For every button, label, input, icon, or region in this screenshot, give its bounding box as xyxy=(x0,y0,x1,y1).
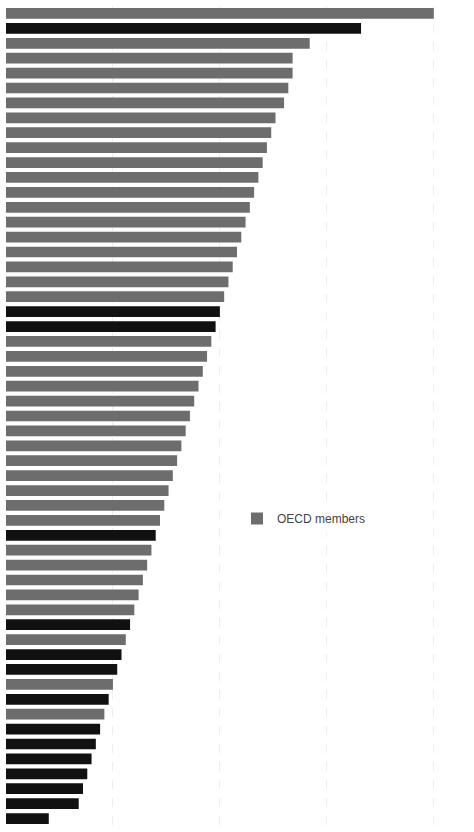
svg-text:OECD members: OECD members xyxy=(277,512,365,526)
